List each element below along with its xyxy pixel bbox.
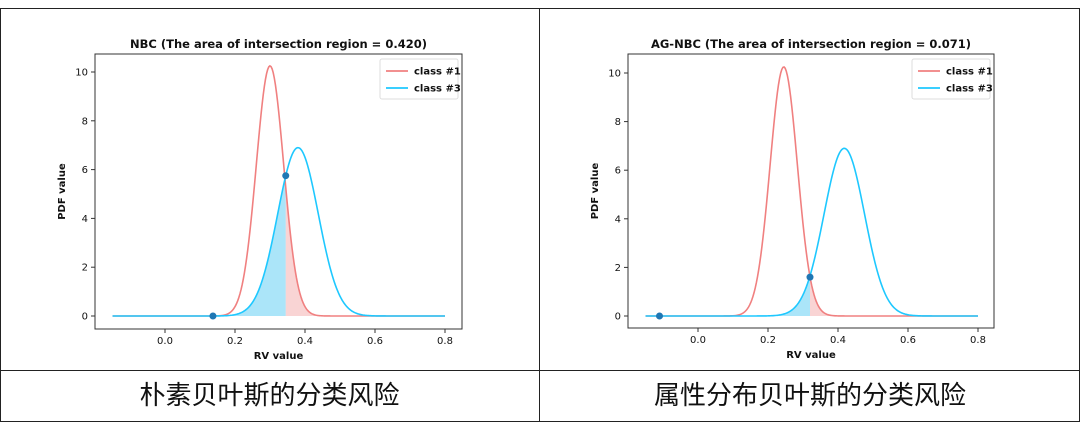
x-tick-label: 0.2 — [227, 336, 243, 347]
y-tick-label: 2 — [615, 263, 621, 274]
legend-box — [379, 58, 459, 100]
x-tick-label: 0.2 — [760, 335, 776, 346]
overlap-fill-class3 — [112, 175, 286, 316]
y-tick-label: 4 — [82, 214, 88, 225]
y-axis-label: PDF value — [590, 163, 601, 220]
intersection-point — [656, 312, 663, 320]
x-tick-label: 0.4 — [830, 335, 846, 346]
x-tick-label: 0.0 — [690, 335, 706, 346]
x-tick-label: 0.4 — [297, 336, 313, 347]
overlap-fill-class1 — [285, 187, 445, 316]
y-tick-label: 0 — [615, 312, 621, 323]
class3-curve — [645, 147, 978, 317]
x-tick-label: 0.8 — [437, 336, 453, 347]
y-tick-label: 8 — [82, 116, 88, 127]
y-axis-label: PDF value — [57, 163, 68, 220]
intersection-point — [209, 312, 217, 320]
legend-label: class #3 — [946, 84, 993, 95]
caption-ag-nbc: 属性分布贝叶斯的分类风险 — [653, 381, 966, 411]
x-axis-label: RV value — [254, 351, 304, 362]
ag-nbc-chart: 0.0 0.2 0.4 0.6 0.8 0 2 4 6 8 10 AG-NBC (The area o… — [590, 37, 995, 361]
legend-label: class #1 — [414, 67, 461, 78]
caption-nbc: 朴素贝叶斯的分类风险 — [139, 381, 400, 411]
chart-title: AG-NBC (The area of intersection region … — [651, 37, 971, 51]
intersection-point — [282, 172, 290, 180]
table-divider-horizontal — [0, 370, 1080, 371]
overlap-fill-class1 — [810, 276, 978, 316]
table-divider-vertical — [539, 8, 540, 421]
y-tick-label: 10 — [608, 69, 621, 80]
y-tick-label: 0 — [82, 312, 88, 323]
axes-frame — [94, 53, 463, 330]
chart-title: NBC (The area of intersection region = 0… — [130, 37, 427, 51]
legend-label: class #1 — [946, 67, 993, 78]
axes-frame — [627, 53, 995, 329]
y-tick-label: 4 — [615, 214, 621, 225]
nbc-chart: 0.0 0.2 0.4 0.6 0.8 0 2 4 6 8 10 NBC (The area of i… — [57, 37, 463, 362]
class3-curve — [112, 146, 445, 317]
y-tick-label: 2 — [82, 263, 88, 274]
y-tick-label: 6 — [82, 165, 88, 176]
x-tick-label: 0.0 — [157, 336, 173, 347]
y-tick-label: 8 — [615, 117, 621, 128]
x-axis-label: RV value — [786, 350, 836, 361]
x-tick-label: 0.6 — [900, 335, 916, 346]
y-tick-label: 10 — [75, 68, 88, 79]
legend-label: class #3 — [414, 84, 461, 95]
intersection-point — [806, 273, 814, 281]
overlap-fill-class3 — [645, 275, 810, 316]
y-tick-label: 6 — [615, 166, 621, 177]
x-tick-label: 0.6 — [367, 336, 383, 347]
x-tick-label: 0.8 — [970, 335, 986, 346]
legend-box — [911, 58, 991, 100]
